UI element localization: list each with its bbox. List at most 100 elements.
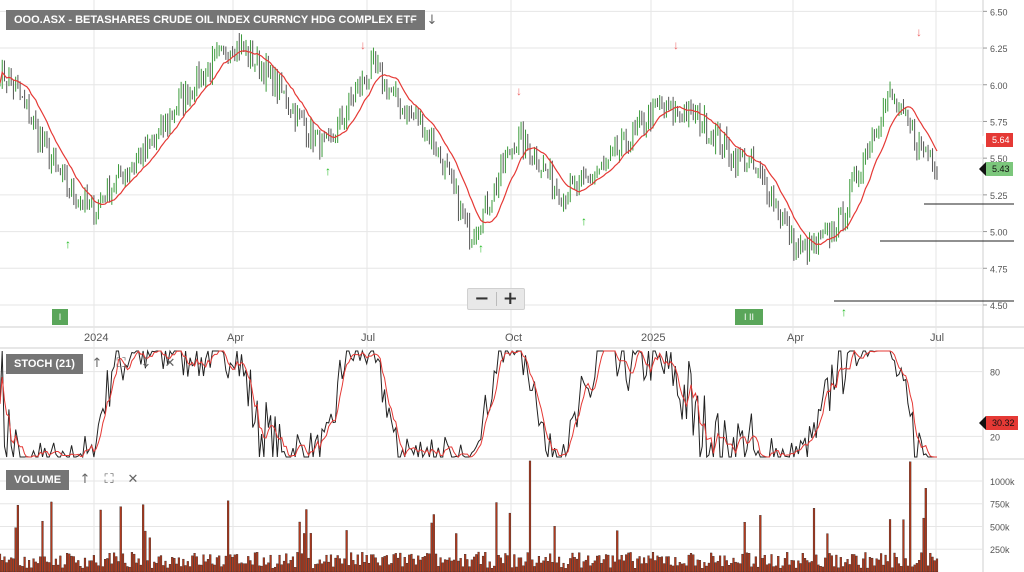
volume-bar — [99, 509, 102, 572]
volume-bar — [195, 556, 198, 572]
fullscreen-icon[interactable]: ⛶ — [104, 472, 114, 487]
volume-bar — [544, 557, 547, 572]
volume-bar — [423, 556, 426, 572]
volume-bar — [5, 562, 8, 572]
volume-bar — [871, 557, 874, 572]
sell-signal-arrow-icon: ↓ — [360, 38, 366, 52]
volume-bar — [553, 526, 556, 572]
zoom-in-button[interactable]: + — [502, 288, 518, 309]
volume-bar — [182, 558, 185, 572]
volume-bar — [909, 461, 912, 572]
volume-bar — [564, 568, 567, 572]
arrow-down-icon[interactable]: ↓ — [140, 356, 152, 371]
volume-bar — [110, 563, 113, 572]
volume-bar — [14, 527, 17, 572]
zoom-out-button[interactable]: − — [474, 288, 490, 309]
volume-bar — [97, 565, 100, 572]
volume-bar — [920, 552, 923, 572]
arrow-up-icon[interactable]: ↑ — [79, 472, 91, 487]
volume-bar — [560, 567, 563, 572]
volume-bar — [687, 554, 690, 572]
volume-bar — [7, 559, 11, 572]
volume-bar — [83, 557, 87, 572]
close-icon[interactable]: ✕ — [164, 356, 176, 371]
volume-bar — [835, 554, 838, 572]
volume-bar — [341, 563, 344, 572]
volume-bar — [926, 565, 930, 572]
volume-bar — [707, 562, 710, 572]
volume-bar — [732, 557, 735, 572]
volume-bar — [215, 557, 218, 572]
volume-bar — [540, 562, 543, 572]
arrow-down-icon[interactable]: ↓ — [426, 13, 438, 28]
volume-bar — [629, 552, 632, 572]
volume-bar — [600, 563, 603, 572]
fullscreen-icon[interactable]: ⛶ — [116, 356, 126, 371]
volume-bar — [757, 566, 760, 572]
volume-bar — [788, 564, 791, 572]
volume-bar — [307, 557, 310, 572]
volume-bar — [515, 566, 518, 572]
volume-bar — [21, 566, 24, 572]
close-icon[interactable]: ✕ — [127, 472, 139, 487]
volume-bar — [124, 562, 127, 572]
volume-bar — [730, 563, 733, 572]
volume-bar — [383, 556, 386, 572]
volume-bar — [12, 558, 15, 572]
volume-bar — [204, 561, 207, 572]
volume-bar — [571, 552, 574, 572]
volume-bar — [401, 566, 404, 572]
volume-bar — [336, 555, 339, 572]
volume-bar — [748, 553, 751, 572]
volume-bar — [701, 568, 704, 572]
volume-bar — [426, 553, 429, 572]
volume-bar — [931, 556, 934, 572]
volume-bar — [651, 552, 655, 572]
volume-bar — [685, 565, 688, 572]
price-axis-label: 4.50 — [990, 301, 1008, 311]
volume-bar — [468, 566, 471, 572]
volume-bar — [135, 562, 138, 572]
volume-bar — [121, 553, 125, 572]
time-axis-label: Jul — [361, 332, 375, 344]
volume-bar — [513, 554, 516, 572]
volume-bar — [1, 560, 4, 572]
volume-bar — [437, 566, 440, 572]
volume-bar — [16, 504, 19, 572]
volume-bar — [175, 563, 178, 572]
arrow-up-icon[interactable]: ↑ — [91, 356, 103, 371]
volume-bar — [611, 555, 614, 572]
volume-bar — [260, 565, 263, 572]
volume-bar — [222, 564, 225, 572]
volume-bar — [933, 560, 936, 572]
volume-bar — [562, 562, 565, 572]
sell-signal-arrow-icon: ↓ — [916, 25, 922, 39]
volume-bar — [502, 563, 505, 572]
stoch-value: 30.32 — [992, 418, 1015, 428]
volume-bar — [625, 554, 628, 572]
fullscreen-icon[interactable]: ⛶ — [402, 13, 412, 28]
volume-bar — [803, 558, 807, 572]
volume-bar — [683, 563, 686, 572]
volume-bar — [604, 554, 608, 572]
volume-bar — [649, 558, 652, 572]
axes: 2024 Apr Jul Oct 2025 Apr Jul 6.50 6.25 6.00 5.75 5… — [84, 7, 1015, 555]
volume-bar — [631, 561, 634, 572]
volume-bar — [790, 560, 793, 572]
volume-bar — [466, 559, 469, 572]
volume-bar — [66, 553, 69, 572]
volume-bar — [508, 512, 511, 572]
event-marker-right[interactable]: I II — [735, 309, 763, 325]
event-marker-left[interactable]: I — [52, 309, 68, 325]
volume-bar — [220, 566, 223, 572]
volume-bars — [0, 460, 939, 572]
volume-bar — [710, 552, 713, 572]
volume-bar — [229, 554, 232, 572]
volume-bar — [743, 522, 746, 572]
volume-bar — [358, 564, 362, 572]
volume-bar — [173, 558, 176, 572]
volume-bar — [848, 564, 851, 572]
